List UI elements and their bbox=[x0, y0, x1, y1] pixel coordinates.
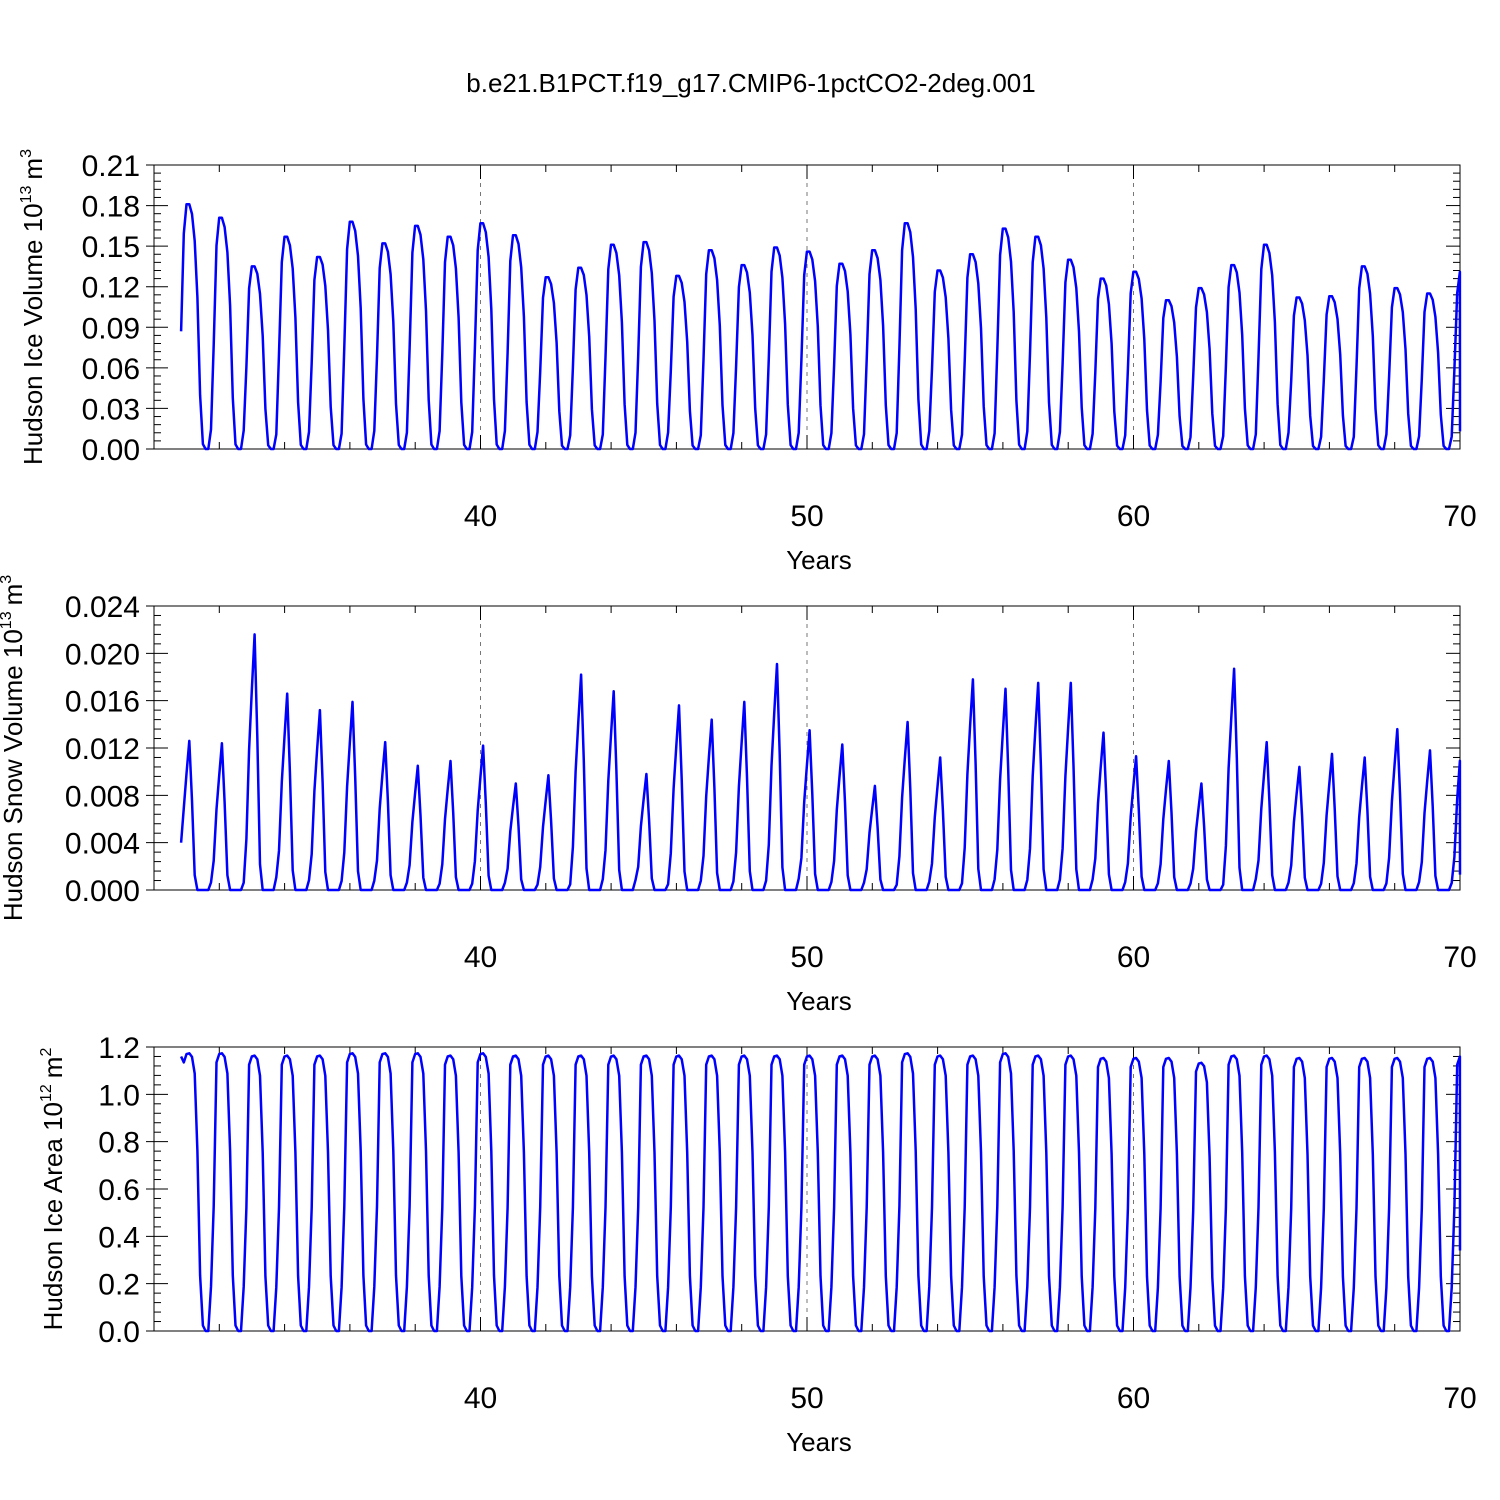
y-tick-label: 0.8 bbox=[98, 1127, 140, 1160]
y-axis-label-unit-exponent: 2 bbox=[38, 1048, 55, 1057]
y-tick-label: 0.004 bbox=[65, 828, 140, 861]
plot-frame bbox=[153, 164, 1461, 450]
y-tick-label: 0.06 bbox=[82, 353, 140, 386]
plot-frame bbox=[153, 1046, 1461, 1332]
y-axis-label-unit-exponent: 3 bbox=[0, 575, 15, 584]
panel-snow-volume: Hudson Snow Volume 1013 m3 Years 40 50 60 70… bbox=[0, 575, 1477, 1016]
y-tick-label: 0.6 bbox=[98, 1174, 140, 1207]
y-tick-label: 0.0 bbox=[98, 1316, 140, 1349]
figure-title: b.e21.B1PCT.f19_g17.CMIP6-1pctCO2-2deg.0… bbox=[466, 68, 1035, 98]
y-tick-label: 0.4 bbox=[98, 1221, 140, 1254]
x-tick-label: 70 bbox=[1443, 1382, 1476, 1415]
y-axis-label: Hudson Snow Volume 1013 m3 bbox=[0, 575, 28, 921]
y-tick-label: 0.21 bbox=[82, 150, 140, 183]
y-axis-label-text: Hudson Ice Volume 10 bbox=[18, 203, 48, 465]
x-tick-label: 40 bbox=[464, 1382, 497, 1415]
y-axis-label-unit: m bbox=[38, 1057, 68, 1079]
y-tick-label: 0.2 bbox=[98, 1269, 140, 1302]
x-tick-label: 50 bbox=[790, 1382, 823, 1415]
panel-ice-area: Hudson Ice Area 1012 m2 Years 40 50 60 70 0.0… bbox=[38, 1032, 1477, 1457]
y-axis-label-unit-exponent: 3 bbox=[18, 149, 35, 158]
series-line bbox=[179, 202, 1462, 451]
y-tick-label: 0.016 bbox=[65, 686, 140, 719]
x-tick-label: 50 bbox=[790, 500, 823, 533]
x-tick-label: 40 bbox=[464, 941, 497, 974]
series-line bbox=[179, 633, 1462, 892]
y-tick-label: 0.09 bbox=[82, 312, 140, 345]
y-tick-label: 0.024 bbox=[65, 591, 140, 624]
x-tick-label: 60 bbox=[1117, 1382, 1150, 1415]
y-tick-label: 0.020 bbox=[65, 638, 140, 671]
panel-ice-volume: Hudson Ice Volume 1013 m3 Years 40 50 60 70 0… bbox=[18, 149, 1477, 575]
y-axis-label-text: Hudson Snow Volume 10 bbox=[0, 629, 28, 921]
y-axis-label: Hudson Ice Volume 1013 m3 bbox=[18, 149, 48, 465]
y-tick-label: 0.15 bbox=[82, 231, 140, 264]
y-tick-label: 0.12 bbox=[82, 272, 140, 305]
y-tick-label: 0.008 bbox=[65, 780, 140, 813]
y-axis-label-text: Hudson Ice Area 10 bbox=[38, 1102, 68, 1330]
x-tick-label: 60 bbox=[1117, 500, 1150, 533]
x-tick-label: 60 bbox=[1117, 941, 1150, 974]
y-axis-label: Hudson Ice Area 1012 m2 bbox=[38, 1048, 68, 1331]
x-tick-label: 50 bbox=[790, 941, 823, 974]
x-tick-label: 70 bbox=[1443, 941, 1476, 974]
y-tick-label: 0.00 bbox=[82, 434, 140, 467]
x-tick-label: 70 bbox=[1443, 500, 1476, 533]
x-axis-label: Years bbox=[786, 545, 852, 575]
y-axis-label-unit: m bbox=[0, 584, 28, 606]
y-tick-label: 1.2 bbox=[98, 1032, 140, 1065]
y-axis-label-unit: m bbox=[18, 158, 48, 180]
y-tick-label: 0.18 bbox=[82, 191, 140, 224]
y-tick-label: 0.000 bbox=[65, 875, 140, 908]
x-axis-label: Years bbox=[786, 1427, 852, 1457]
y-tick-label: 0.012 bbox=[65, 733, 140, 766]
y-axis-label-exponent: 13 bbox=[0, 611, 15, 629]
y-axis-label-exponent: 13 bbox=[18, 185, 35, 203]
series-line bbox=[179, 1052, 1462, 1333]
x-tick-label: 40 bbox=[464, 500, 497, 533]
y-axis-label-exponent: 12 bbox=[38, 1084, 55, 1102]
x-axis-label: Years bbox=[786, 986, 852, 1016]
y-tick-label: 1.0 bbox=[98, 1079, 140, 1112]
y-tick-label: 0.03 bbox=[82, 393, 140, 426]
